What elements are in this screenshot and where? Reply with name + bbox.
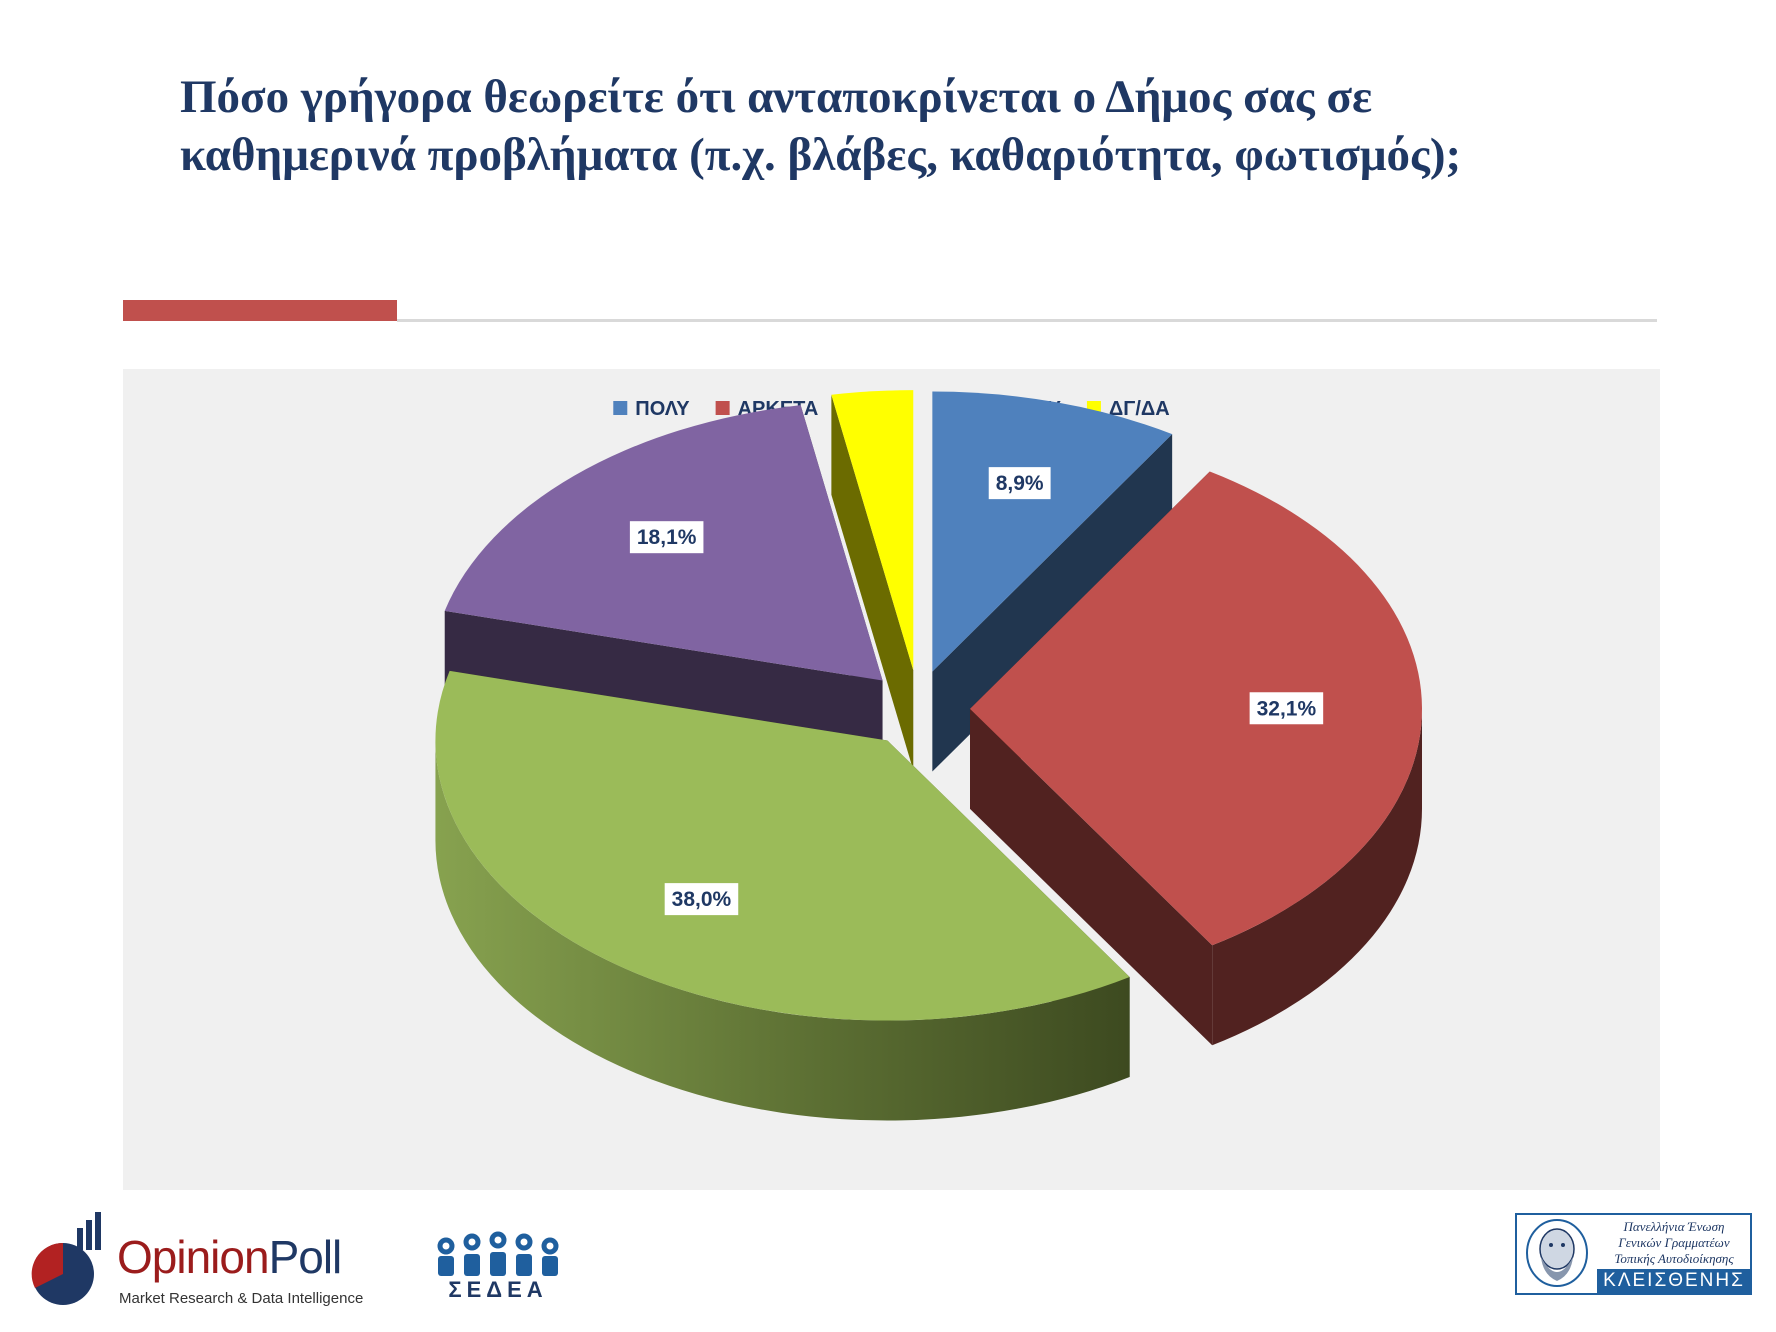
data-label-box-4 xyxy=(629,521,704,554)
data-label-4: 18,1% xyxy=(629,521,704,554)
page-title: Πόσο γρήγορα θεωρείτε ότι ανταποκρίνεται… xyxy=(180,68,1660,184)
data-label-text-3: 38,0% xyxy=(672,888,732,911)
pie-slice-5-wall-1 xyxy=(831,394,914,771)
data-label-box-1 xyxy=(988,467,1051,500)
opinionpoll-tagline: Market Research & Data Intelligence xyxy=(119,1290,364,1307)
kleisthenis-line-1: Πανελλήνια Ένωση xyxy=(1623,1219,1725,1234)
data-label-box-2 xyxy=(1249,692,1324,725)
opinionpoll-logo-icon xyxy=(31,1212,101,1305)
divider-line xyxy=(397,319,1657,322)
data-label-box-3 xyxy=(664,883,739,916)
legend-label-5: ΔΓ/ΔΑ xyxy=(1109,398,1170,420)
pie-slice-3 xyxy=(435,670,1130,1121)
data-labels: 8,9%32,1%38,0%18,1%2,9% xyxy=(629,467,1324,916)
title-line-1: Πόσο γρήγορα θεωρείτε ότι ανταποκρίνεται… xyxy=(180,71,1373,123)
chart-panel: ΠΟΛΥΑΡΚΕΤΑΛΙΓΟΚΑΘΟΛΟΥΔΓ/ΔΑ 8,9%32,1%38,0… xyxy=(123,369,1660,1190)
sedea-name: ΣΕΔΕΑ xyxy=(448,1277,548,1302)
legend-swatch-1 xyxy=(613,401,628,415)
bust-icon xyxy=(1526,1219,1588,1287)
pie-slice-2-side xyxy=(1212,708,1422,1046)
data-label-2: 32,1% xyxy=(1249,692,1324,725)
opinionpoll-logo: OpinionPoll Market Research & Data Intel… xyxy=(25,1208,363,1318)
kleisthenis-line-2: Γενικών Γραμματέων xyxy=(1618,1235,1730,1250)
pie-slice-2-wall-2 xyxy=(969,708,1213,1046)
pie-slice-2 xyxy=(969,471,1422,1046)
opinionpoll-name-part1: Opinion xyxy=(117,1231,270,1283)
pie-chart: ΠΟΛΥΑΡΚΕΤΑΛΙΓΟΚΑΘΟΛΟΥΔΓ/ΔΑ 8,9%32,1%38,0… xyxy=(435,390,1422,1121)
pie-slice-3-side xyxy=(435,740,1130,1121)
data-label-3: 38,0% xyxy=(664,883,739,916)
pie-slice-2-top xyxy=(969,471,1422,946)
opinionpoll-name-part2: Poll xyxy=(268,1231,343,1283)
data-label-1: 8,9% xyxy=(988,467,1051,500)
pie-slice-1-top xyxy=(932,391,1173,672)
title-line-2: καθημερινά προβλήματα (π.χ. βλάβες, καθα… xyxy=(180,129,1462,181)
kleisthenis-logo: Πανελλήνια Ένωση Γενικών Γραμματέων Τοπι… xyxy=(1515,1213,1752,1295)
data-label-text-1: 8,9% xyxy=(996,472,1044,495)
kleisthenis-name: ΚΛΕΙΣΘΕΝΗΣ xyxy=(1597,1269,1750,1293)
opinionpoll-name: OpinionPoll xyxy=(117,1230,343,1284)
pie-slice-5-top xyxy=(831,390,914,671)
divider-accent-bar xyxy=(123,300,397,321)
sedea-people-icon xyxy=(437,1231,559,1276)
data-label-text-2: 32,1% xyxy=(1257,697,1317,720)
legend-swatch-2 xyxy=(715,401,730,415)
pie-slice-5 xyxy=(831,390,914,771)
kleisthenis-line-3: Τοπικής Αυτοδιοίκησης xyxy=(1614,1251,1734,1266)
sedea-logo: ΣΕΔΕΑ xyxy=(428,1230,568,1310)
legend-label-1: ΠΟΛΥ xyxy=(635,398,690,420)
pie-slices xyxy=(435,390,1422,1121)
pie-slice-3-top xyxy=(435,670,1130,1021)
data-label-text-4: 18,1% xyxy=(637,526,697,549)
